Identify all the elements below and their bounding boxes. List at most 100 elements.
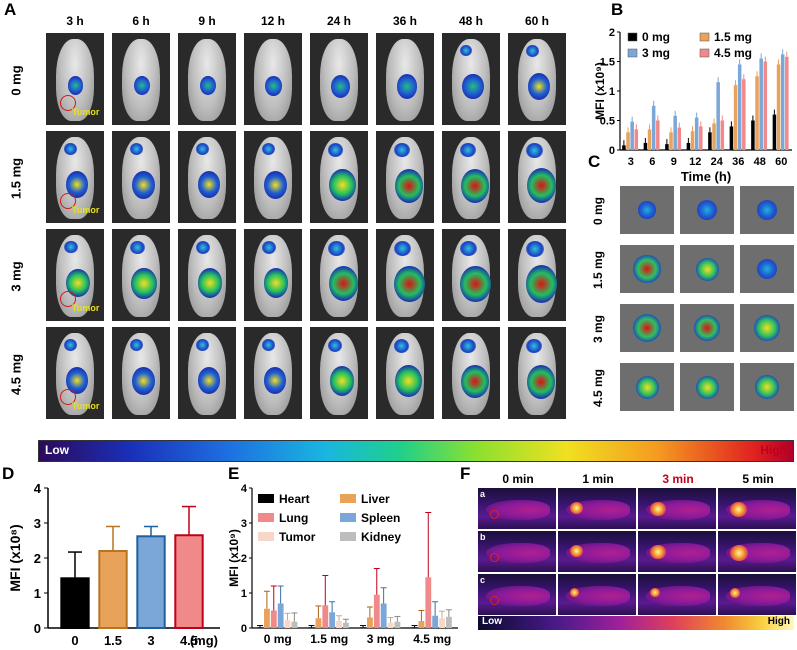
timepoint-label: 6 h: [132, 14, 150, 28]
signal-blob: [460, 265, 491, 303]
bar: [686, 142, 691, 150]
signal-blob: [66, 171, 89, 198]
bar: [411, 627, 418, 628]
tumor-tile: [620, 363, 674, 411]
signal-blob: [329, 169, 356, 202]
mouse-image: [310, 131, 368, 223]
mouse-image: Tumor: [46, 229, 104, 321]
tumor-tile: [680, 363, 734, 411]
bar: [98, 550, 128, 629]
timepoint-label: 3 h: [66, 14, 84, 28]
tumor-signal: [638, 201, 656, 219]
ir-hotspot: [570, 588, 579, 597]
tumor-signal: [633, 255, 661, 283]
x-tick-label: 24: [711, 156, 724, 168]
bar: [380, 603, 387, 628]
mouse-image: [310, 327, 368, 419]
mouse-image: [244, 33, 302, 125]
y-tick-label: 2: [34, 551, 41, 566]
dose-row-label: 0 mg: [591, 197, 605, 226]
bar: [394, 621, 401, 628]
tumor-tile: [680, 304, 734, 352]
legend-swatch: [699, 48, 710, 58]
x-axis-unit-label: (mg): [190, 633, 218, 648]
tumor-label: Tumor: [72, 303, 100, 313]
signal-blob: [196, 339, 209, 351]
bar: [776, 64, 781, 150]
mouse-image: [442, 229, 500, 321]
time-label: 1 min: [582, 472, 614, 486]
signal-blob: [64, 339, 77, 351]
x-tick-label: 4.5 mg: [413, 632, 451, 646]
timepoint-label: 24 h: [326, 14, 351, 28]
legend-label: Heart: [279, 492, 310, 506]
legend-label: Kidney: [361, 530, 401, 544]
fluorescence-colorbar: Low High: [38, 440, 794, 462]
mouse-image: [112, 131, 170, 223]
bar: [755, 76, 759, 150]
x-tick-label: 9: [671, 156, 677, 168]
y-tick-label: 0.5: [600, 116, 615, 128]
bar: [418, 621, 425, 628]
tumor-circle: [490, 553, 499, 562]
x-tick-label: 3 mg: [367, 632, 395, 646]
signal-blob: [328, 241, 345, 256]
ir-mouse: [726, 586, 790, 606]
signal-blob: [394, 143, 410, 158]
ir-image: [558, 531, 636, 572]
signal-blob: [526, 364, 556, 399]
dose-row-label: 4.5 mg: [591, 369, 605, 408]
y-tick-label: 0: [34, 621, 41, 636]
legend-swatch: [627, 48, 638, 58]
x-tick-label: 12: [689, 156, 701, 168]
panel-letter-f: F: [460, 464, 471, 483]
bar: [136, 535, 166, 629]
bar: [643, 142, 648, 150]
signal-blob: [198, 367, 221, 394]
legend-swatch: [258, 494, 274, 503]
bar: [445, 616, 452, 628]
tumor-tile: [620, 245, 674, 293]
mouse-image: [376, 229, 434, 321]
y-tick-label: 4: [241, 483, 248, 495]
colorbar-low-label: Low: [45, 443, 69, 457]
colorbar-high-label: High: [760, 443, 787, 457]
y-axis-label: MFI (x10⁹): [228, 529, 241, 587]
ir-hotspot: [730, 545, 748, 561]
signal-blob: [263, 268, 289, 298]
bar: [284, 620, 291, 628]
bar: [772, 114, 777, 150]
tumor-circle: [60, 389, 76, 405]
ir-hotspot: [570, 502, 583, 514]
signal-blob: [395, 365, 422, 398]
tumor-signal: [632, 313, 662, 343]
signal-blob: [526, 45, 539, 57]
bar: [699, 126, 703, 150]
tumor-signal: [754, 315, 780, 341]
signal-blob: [130, 143, 143, 155]
ir-hotspot: [650, 588, 660, 598]
signal-blob: [528, 73, 551, 100]
signal-blob: [330, 74, 351, 98]
signal-blob: [462, 73, 484, 100]
x-tick-label: 6: [649, 156, 655, 168]
mouse-image: [310, 33, 368, 125]
x-tick-label: 3: [147, 633, 154, 648]
legend-label: 4.5 mg: [714, 46, 752, 60]
tumor-circle: [60, 291, 76, 307]
x-tick-label: 1.5 mg: [310, 632, 348, 646]
signal-blob: [394, 339, 409, 353]
ir-image: [718, 488, 796, 529]
bar: [60, 577, 90, 630]
ir-row-label: c: [480, 575, 486, 585]
ir-colorbar: Low High: [478, 616, 794, 630]
ir-image: a: [478, 488, 556, 529]
dose-row-label: 4.5 mg: [8, 353, 24, 396]
bar: [780, 54, 785, 150]
y-tick-label: 2: [609, 27, 615, 39]
bar: [651, 105, 656, 150]
ir-image: [638, 531, 716, 572]
y-tick-label: 3: [241, 518, 247, 530]
tumor-label: Tumor: [72, 401, 100, 411]
